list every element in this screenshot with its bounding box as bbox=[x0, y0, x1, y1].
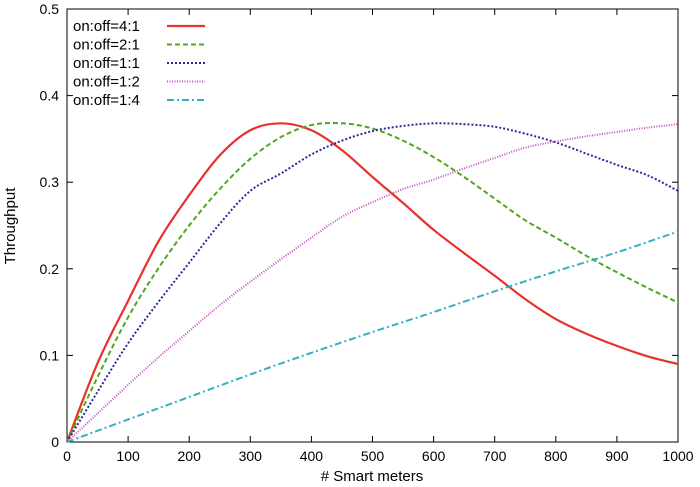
series-layer bbox=[65, 121, 679, 443]
x-axis-ticks: 0 100 200 300 400 500 600 700 800 900 1000 bbox=[63, 9, 694, 464]
y-tick-label: 0.1 bbox=[40, 347, 60, 363]
series-line-3 bbox=[66, 122, 679, 443]
series-line-2 bbox=[66, 121, 679, 443]
series-line-1 bbox=[65, 122, 679, 443]
legend-label: on:off=1:2 bbox=[73, 74, 140, 91]
x-tick-label: 400 bbox=[300, 448, 324, 464]
y-tick-label: 0.2 bbox=[40, 261, 60, 277]
x-tick-label: 800 bbox=[544, 448, 568, 464]
legend-label: on:off=2:1 bbox=[73, 37, 140, 54]
y-tick-label: 0.5 bbox=[40, 1, 60, 17]
x-tick-label: 300 bbox=[239, 448, 263, 464]
y-tick-label: 0.3 bbox=[40, 174, 60, 190]
x-axis-label: # Smart meters bbox=[321, 468, 424, 485]
legend-label: on:off=1:4 bbox=[73, 92, 140, 109]
x-tick-label: 500 bbox=[361, 448, 385, 464]
series-line-5 bbox=[66, 230, 679, 443]
x-tick-label: 700 bbox=[483, 448, 507, 464]
x-tick-label: 600 bbox=[422, 448, 446, 464]
plot-frame bbox=[66, 8, 679, 443]
x-tick-label: 200 bbox=[178, 448, 202, 464]
x-tick-label: 1000 bbox=[662, 448, 693, 464]
x-tick-label: 100 bbox=[116, 448, 140, 464]
x-tick-label: 900 bbox=[605, 448, 629, 464]
y-axis-label: Throughput bbox=[2, 187, 19, 265]
legend: on:off=4:1 on:off=2:1on:off=1:1 on:off=1:2… bbox=[73, 18, 205, 109]
y-tick-label: 0 bbox=[51, 434, 59, 450]
legend-label: on:off=4:1 bbox=[73, 18, 140, 35]
x-tick-label: 0 bbox=[63, 448, 71, 464]
y-tick-label: 0.4 bbox=[40, 88, 60, 104]
legend-label: on:off=1:1 bbox=[73, 55, 140, 72]
series-line-4 bbox=[66, 123, 679, 443]
y-axis-ticks: 0 0.1 0.2 0.3 0.4 0.5 bbox=[40, 1, 678, 450]
